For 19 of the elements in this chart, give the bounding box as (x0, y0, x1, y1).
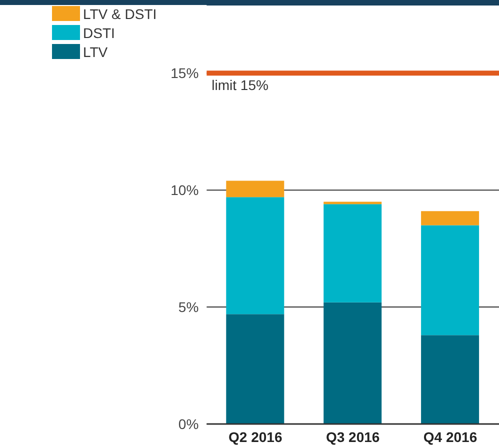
bar (421, 335, 480, 424)
bar (324, 302, 382, 424)
bar (226, 314, 284, 424)
legend-label: DSTI (83, 24, 115, 40)
y-tick-label: 5% (178, 299, 199, 316)
bar (324, 204, 382, 302)
x-tick-label: Q3 2016 (326, 428, 380, 445)
y-tick-label: 15% (170, 65, 199, 82)
bar (226, 180, 284, 198)
bar (421, 211, 480, 226)
x-tick-label: Q4 2016 (423, 428, 478, 445)
y-tick-label: 10% (170, 182, 199, 198)
bar (421, 225, 480, 336)
ref-line-label: limit 15% (212, 77, 268, 94)
bar (226, 197, 284, 314)
legend-label: LTV (83, 44, 108, 60)
legend-label: LTV & DSTI (83, 6, 157, 22)
x-tick-label: Q2 2016 (228, 428, 282, 445)
y-tick-label: 0% (178, 416, 199, 432)
